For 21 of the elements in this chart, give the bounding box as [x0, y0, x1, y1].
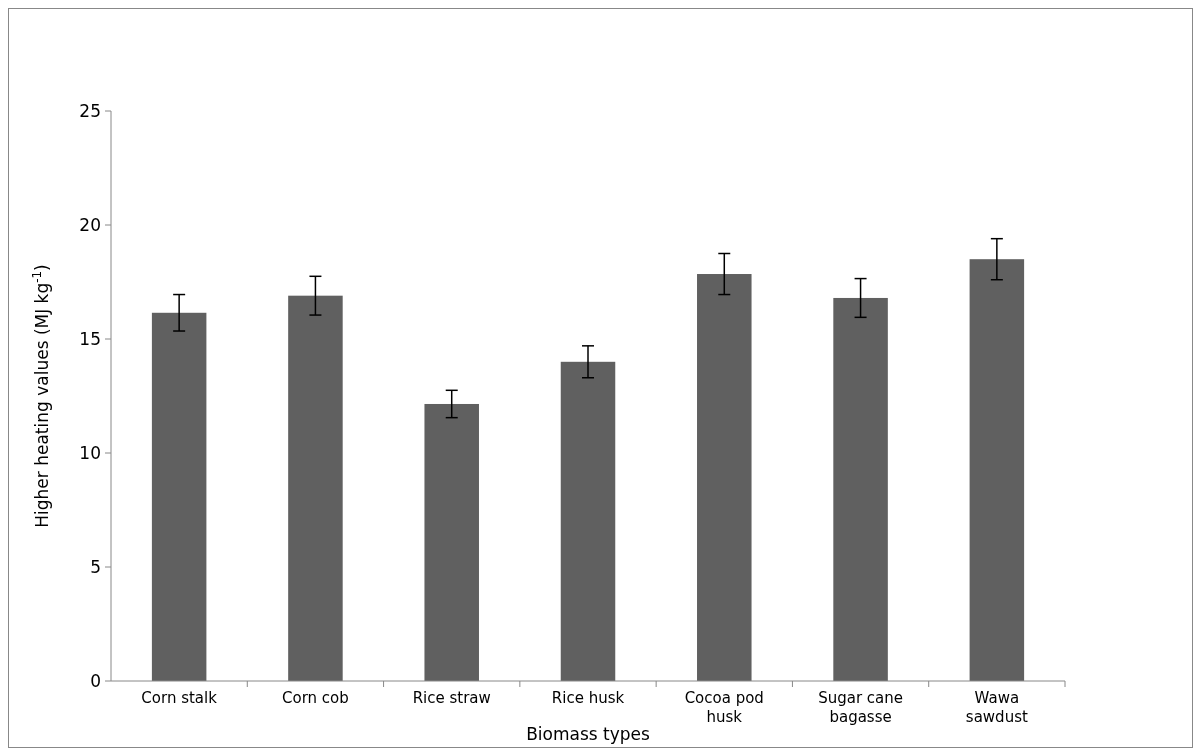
x-axis-title: Biomass types	[526, 724, 650, 744]
bar	[424, 403, 479, 681]
y-tick-label: 0	[90, 670, 101, 691]
bar	[151, 312, 207, 681]
x-tick-label: Sugar cane bagasse	[818, 689, 903, 726]
bar	[833, 297, 888, 681]
y-tick-label: 10	[79, 442, 101, 463]
x-tick-label: Cocoa pod husk	[684, 689, 764, 726]
x-tick-label: Corn cob	[282, 689, 349, 707]
bar	[969, 259, 1025, 681]
y-tick-label: 25	[79, 100, 101, 121]
bar	[288, 295, 343, 681]
y-tick-label: 20	[79, 214, 101, 235]
y-tick-label: 15	[79, 328, 101, 349]
x-tick-label: Corn stalk	[141, 689, 218, 707]
bar	[697, 274, 752, 681]
x-tick-label: Wawa sawdust	[965, 689, 1028, 726]
y-tick-label: 5	[90, 556, 101, 577]
x-tick-label: Rice straw	[412, 689, 491, 707]
bar	[560, 361, 616, 681]
x-tick-label: Rice husk	[551, 689, 625, 707]
